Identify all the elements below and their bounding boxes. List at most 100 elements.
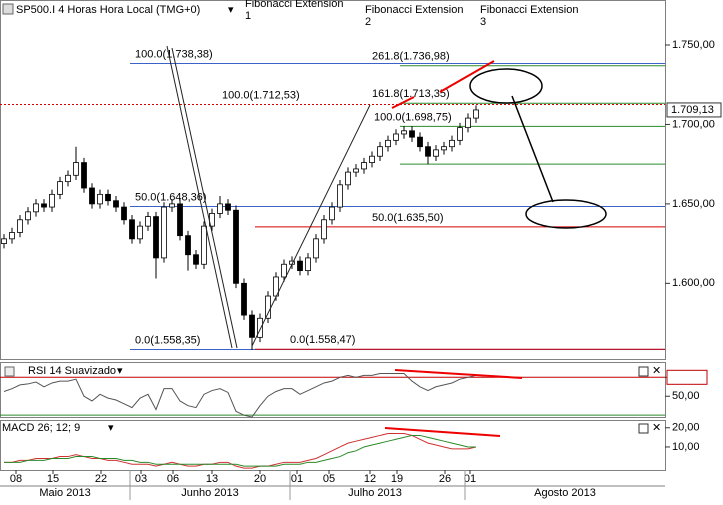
candle-body [33,203,39,213]
candle-body [441,146,447,151]
candle-body [169,203,175,208]
x-tick-label: 12 [364,473,376,485]
annotation-line[interactable] [384,427,501,437]
candle-body [465,117,471,129]
candle-body [89,187,95,205]
tool-number: 1 [245,10,251,22]
window-title: SP500.I 4 Horas Hora Local (TMG+0) [16,4,200,16]
x-tick-label: 22 [95,473,107,485]
maximize-button[interactable] [638,366,649,377]
y-tick-label: 50,00 [672,390,700,402]
dropdown-arrow[interactable]: ▾ [117,365,123,377]
price-panel-border [0,0,666,360]
candle-body [393,133,399,141]
candle-body [241,282,247,316]
last-price-box [666,102,722,118]
candle-body [193,254,199,265]
candle-body [377,146,383,157]
indicator-line [4,434,476,467]
dropdown-arrow[interactable]: ▾ [228,4,234,16]
candle-body [353,168,359,173]
trend-line[interactable] [166,45,233,349]
annotation-line[interactable] [391,96,415,109]
candle-body [305,257,311,272]
candle-body [49,193,55,208]
candle-body [57,181,63,195]
candle-body [297,260,303,272]
annotation-ellipse[interactable] [525,199,607,229]
candle-body [345,171,351,186]
candle-body [265,295,271,319]
trend-line[interactable] [171,47,238,349]
x-tick-label: 20 [254,473,266,485]
candle-body [369,155,375,163]
panel-title: MACD 26; 12; 9 [2,422,80,434]
month-label: Agosto 2013 [534,487,596,499]
close-button[interactable]: ✕ [652,365,661,377]
fibonacci-label: 0.0(1.558,35) [135,334,200,346]
month-label: Junho 2013 [181,487,239,499]
x-tick-label: 13 [206,473,218,485]
y-tick-label: 20,00 [672,422,700,434]
candle-body [201,225,207,265]
maximize-button[interactable] [638,423,649,434]
tool-name[interactable]: Fibonacci Extension [480,4,578,16]
annotation-arrow[interactable] [511,95,554,203]
indicator-line [3,373,477,418]
fibonacci-label: 100.0(1.712,53) [222,89,300,101]
x-tick-label: 01 [464,473,476,485]
marks: 1.750,00 1.700,00 1.650,00 1.600,00 100.0(1.… [0,39,722,500]
panel-icon[interactable] [4,366,15,377]
candle-body [65,174,71,183]
candle-body [417,136,423,148]
symbol-icon[interactable] [2,3,14,15]
x-tick-label: 06 [167,473,179,485]
candle-body [121,206,127,221]
x-tick-label: 03 [135,473,147,485]
candle-body [385,139,391,148]
month-label: Julho 2013 [348,487,402,499]
annotation-ellipse[interactable] [469,68,543,104]
tool-number: 3 [480,16,486,28]
tool-name[interactable]: Fibonacci Extension [245,0,343,10]
fibonacci-label: 50.0(1.635,50) [372,212,444,224]
candle-body [73,162,79,176]
candle-body [329,206,335,221]
y-tick-label: 10,00 [672,441,700,453]
candle-body [9,232,15,240]
candle-body [161,206,167,259]
rsi-panel-border [0,362,666,418]
y-tick-label: 1.600,00 [672,277,715,289]
candle-body [177,203,183,237]
tool-name[interactable]: Fibonacci Extension [365,4,463,16]
candle-body [337,184,343,208]
candle-body [281,263,287,278]
candle-body [313,238,319,259]
candle-body [137,225,143,240]
candle-body [457,127,463,141]
candle-body [113,200,119,208]
candle-body [249,314,255,338]
candle-body [401,130,407,135]
dropdown-arrow[interactable]: ▾ [108,422,114,434]
candle-body [41,203,47,208]
annotation-line[interactable] [394,369,523,379]
x-tick-label: 05 [323,473,335,485]
candle-body [81,162,87,189]
candle-body [225,203,231,211]
close-button[interactable]: ✕ [652,422,661,434]
annotation-line[interactable] [439,60,495,93]
fibonacci-label: 50.0(1.648,36) [135,191,207,203]
candle-body [449,139,455,148]
candle-body [217,203,223,214]
candle-body [129,219,135,240]
candle-body [17,219,23,233]
candle-body [257,317,263,338]
trend-line[interactable] [251,104,371,347]
candle-body [321,219,327,240]
candle-body [433,149,439,157]
candle-body [105,193,111,202]
panel-title: RSI 14 Suavizado [28,365,116,377]
